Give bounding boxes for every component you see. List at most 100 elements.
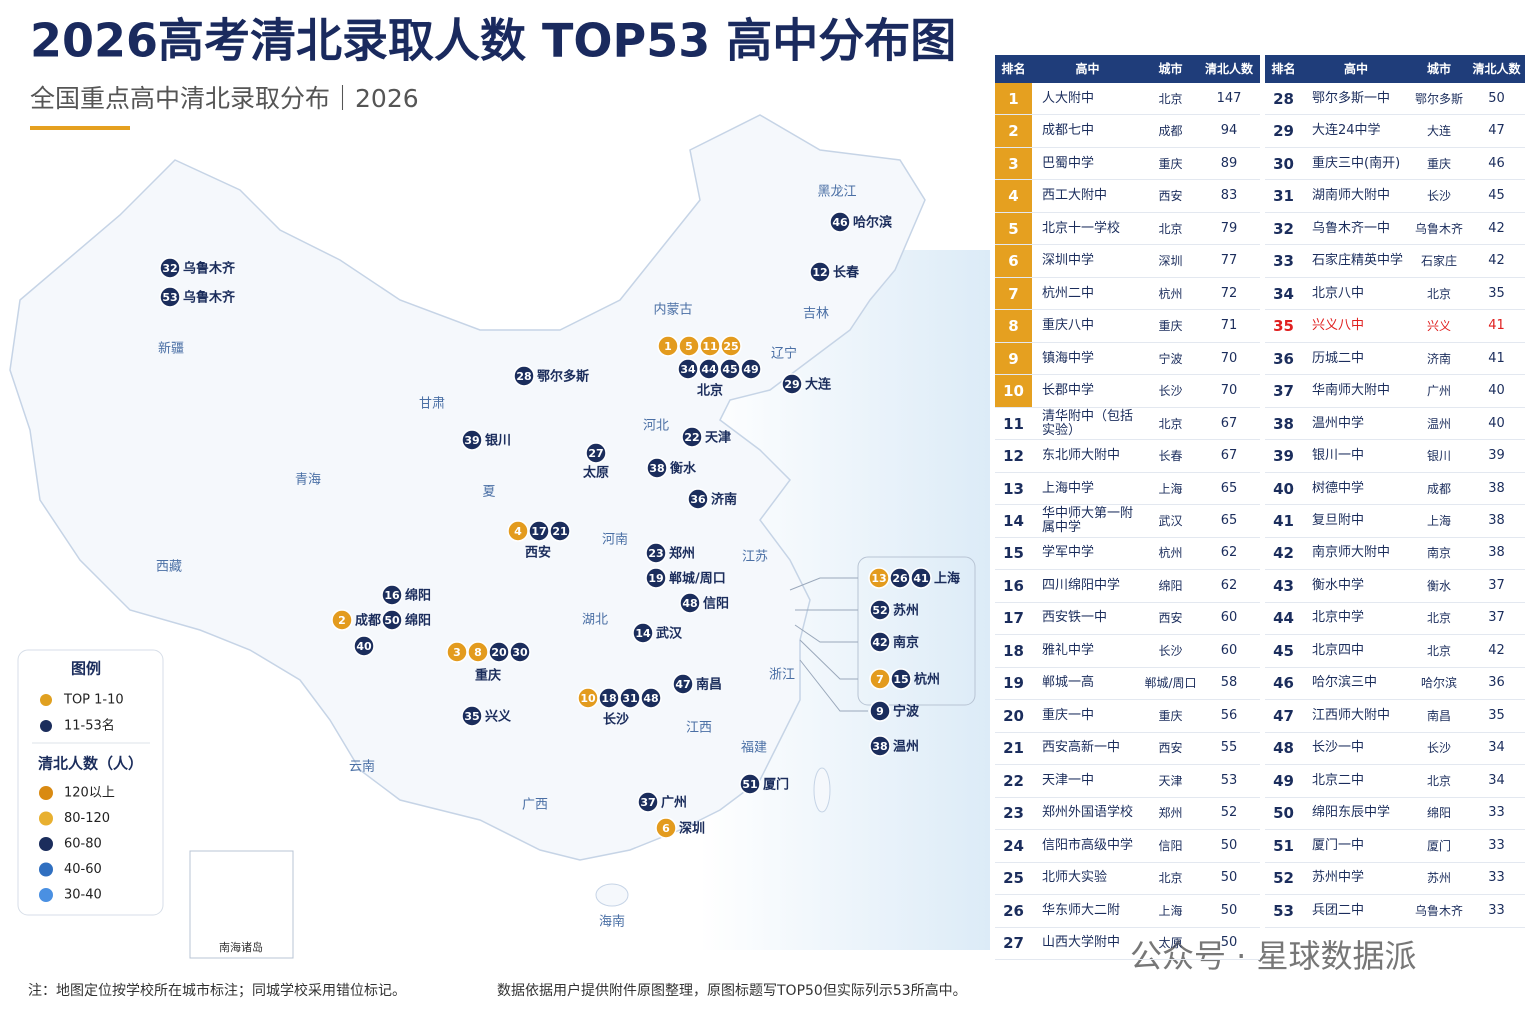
table-cell: 上海中学	[1032, 473, 1143, 506]
table-cell: 41	[1468, 343, 1525, 376]
table-cell: 大连	[1410, 115, 1468, 148]
table-cell: 杭州二中	[1032, 278, 1143, 311]
city-label: 信阳	[703, 596, 729, 612]
marker	[646, 457, 668, 479]
table-cell: 72	[1198, 278, 1260, 311]
city-label: 兴义	[485, 709, 512, 725]
city-label: 重庆	[475, 668, 501, 684]
table-cell: 19	[995, 668, 1032, 701]
city-label: 苏州	[893, 603, 919, 619]
table-cell: 45	[1265, 635, 1302, 668]
marker	[381, 584, 403, 606]
marker	[868, 567, 890, 589]
marker	[513, 365, 535, 387]
marker-rank: 19	[648, 572, 663, 585]
city-label: 上海	[934, 571, 960, 587]
table-cell: 复旦附中	[1302, 505, 1410, 538]
table-cell: 北京	[1143, 863, 1198, 896]
table-cell: 67	[1198, 408, 1260, 441]
table-cell: 西安	[1143, 603, 1198, 636]
marker-rank: 4	[514, 525, 522, 538]
table-cell: 65	[1198, 473, 1260, 506]
province-label: 黑龙江	[817, 185, 856, 200]
city-label: 银川	[485, 433, 511, 449]
table-cell: 杭州	[1143, 538, 1198, 571]
table-cell: 四川绵阳中学	[1032, 570, 1143, 603]
table-cell: 21	[995, 733, 1032, 766]
table-cell: 35	[1265, 310, 1302, 343]
city-label: 乌鲁木齐	[183, 261, 236, 277]
table-cell: 深圳中学	[1032, 245, 1143, 278]
table-cell: 1	[995, 83, 1032, 116]
table-cell: 雅礼中学	[1032, 635, 1143, 668]
legend-swatch	[40, 720, 52, 732]
table-cell: 鄂尔多斯一中	[1302, 83, 1410, 116]
table-cell: 乌鲁木齐	[1410, 895, 1468, 928]
table-cell: 郑州外国语学校	[1032, 798, 1143, 831]
legend-swatch	[39, 862, 53, 877]
table-cell: 哈尔滨三中	[1302, 668, 1410, 701]
table-cell: 北京中学	[1302, 603, 1410, 636]
table-cell: 上海	[1143, 473, 1198, 506]
table-cell: 长春	[1143, 440, 1198, 473]
table-cell: 东北师大附中	[1032, 440, 1143, 473]
marker-rank: 1	[664, 340, 672, 353]
table-cell: 郑州	[1143, 798, 1198, 831]
table-cell: 37	[1468, 570, 1525, 603]
table-cell: 天津一中	[1032, 765, 1143, 798]
marker-rank: 37	[640, 796, 655, 809]
watermark: 公众号 · 星球数据派	[1130, 937, 1417, 975]
table-cell: 77	[1198, 245, 1260, 278]
table-cell: 37	[1265, 375, 1302, 408]
marker	[577, 687, 599, 709]
marker-rank: 45	[722, 363, 737, 376]
table-cell: 50	[1198, 928, 1260, 960]
table-cell: 石家庄	[1410, 245, 1468, 278]
table-cell: 北京	[1410, 765, 1468, 798]
city-label: 温州	[893, 740, 919, 755]
table-cell: 50	[1198, 830, 1260, 863]
marker	[720, 335, 742, 357]
province-label: 云南	[349, 759, 375, 775]
marker-rank: 7	[876, 673, 884, 686]
table-cell: 11	[995, 408, 1032, 441]
marker-rank: 49	[743, 363, 758, 376]
table-cell: 苏州中学	[1302, 863, 1410, 896]
ranking-table: 排名 高中 城市 清北人数 排名 高中 城市 清北人数 1 人大附中 北京 147 2 成都七中 成都 94 3…	[995, 55, 1525, 960]
marker-rank: 48	[643, 692, 658, 705]
marker-rank: 16	[384, 589, 400, 602]
marker-rank: 42	[872, 636, 887, 649]
subtitle: 全国重点高中清北录取分布｜2026	[30, 84, 419, 113]
table-cell: 50	[1198, 895, 1260, 928]
table-cell: 学军中学	[1032, 538, 1143, 571]
table-cell: 北京八中	[1302, 278, 1410, 311]
table-cell: 14	[995, 505, 1032, 538]
table-cell: 济南	[1410, 343, 1468, 376]
marker	[699, 335, 721, 357]
table-cell: 13	[995, 473, 1032, 506]
table-cell: 南昌	[1410, 700, 1468, 733]
table-cell: 厦门	[1410, 830, 1468, 863]
table-cell: 50	[1198, 863, 1260, 896]
table-cell: 信阳	[1143, 830, 1198, 863]
marker-rank: 5	[685, 340, 693, 353]
city-label: 杭州	[914, 672, 940, 688]
table-cell: 银川	[1410, 440, 1468, 473]
table-cell: 36	[1468, 668, 1525, 701]
table-cell: 28	[1265, 83, 1302, 116]
marker	[869, 631, 891, 653]
table-cell: 乌鲁木齐一中	[1302, 213, 1410, 246]
table-cell: 18	[995, 635, 1032, 668]
city-label: 乌鲁木齐	[183, 290, 236, 306]
marker	[461, 429, 483, 451]
table-cell: 武汉	[1143, 505, 1198, 538]
marker-rank: 40	[356, 640, 372, 653]
province-label: 浙江	[769, 668, 795, 683]
legend-label: TOP 1-10	[63, 693, 124, 708]
table-cell: 北京二中	[1302, 765, 1410, 798]
table-cell: 北京	[1143, 408, 1198, 441]
footer-note: 注：地图定位按学校所在城市标注；同城学校采用错位标记。	[28, 982, 406, 999]
table-cell: 历城二中	[1302, 343, 1410, 376]
table-cell: 4	[995, 180, 1032, 213]
